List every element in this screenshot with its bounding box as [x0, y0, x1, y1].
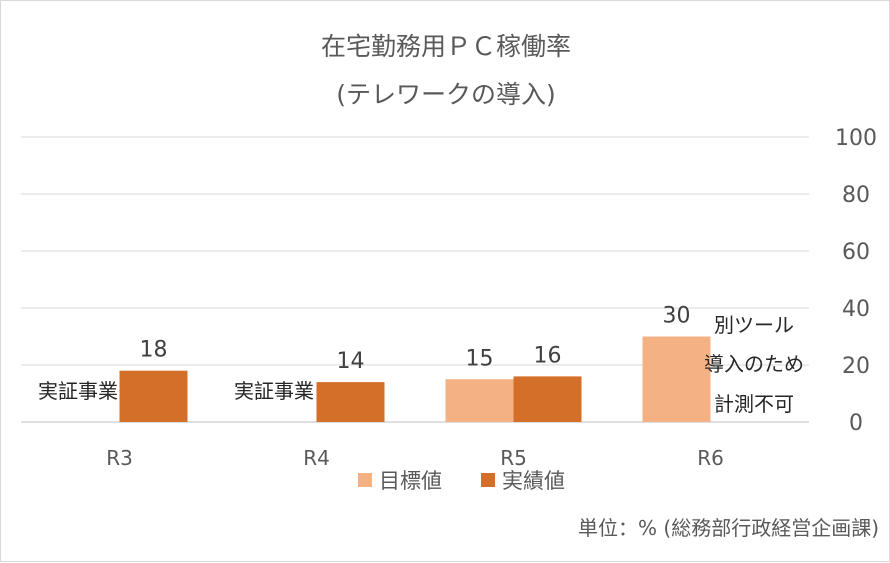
legend-swatch-actual — [481, 473, 495, 487]
annotation-r6-note-line-1: 別ツール — [714, 313, 794, 337]
bar-actual — [513, 376, 582, 422]
legend-label-target: 目標値 — [379, 469, 442, 493]
y-tick-label: 100 — [835, 126, 877, 151]
y-tick-label: 40 — [842, 297, 870, 322]
bar-target — [642, 336, 711, 422]
x-category-label: R6 — [697, 446, 724, 470]
chart-title: 在宅勤務用ＰＣ稼働率 — [321, 32, 571, 61]
legend-label-actual: 実績値 — [502, 469, 565, 493]
x-category-label: R3 — [106, 446, 133, 470]
bar-target — [445, 379, 514, 422]
data-label: 16 — [534, 343, 562, 368]
bar-actual — [316, 382, 385, 422]
y-tick-label: 0 — [849, 411, 863, 436]
bar-actual — [119, 370, 188, 422]
annotation-r4-note: 実証事業 — [234, 379, 314, 403]
y-tick-label: 20 — [842, 354, 870, 379]
data-label: 18 — [140, 338, 168, 363]
data-labels: 18 14 15 16 30 — [140, 304, 691, 375]
x-category-label: R4 — [303, 446, 330, 470]
x-category-label: R5 — [500, 446, 527, 470]
legend-swatch-target — [358, 473, 372, 487]
annotation-r6-note-line-2: 導入のため — [704, 352, 804, 376]
category-labels: R3 R4 R5 R6 — [106, 446, 724, 470]
y-tick-label: 80 — [842, 183, 870, 208]
chart-subtitle: (テレワークの導入) — [336, 80, 556, 109]
annotation-r3-note: 実証事業 — [38, 379, 118, 403]
data-label: 14 — [337, 349, 365, 374]
unit-note: 単位：% (総務部行政経営企画課) — [578, 516, 879, 540]
legend: 目標値 実績値 — [358, 469, 565, 493]
bars — [119, 336, 711, 422]
y-tick-label: 60 — [842, 240, 870, 265]
data-label: 15 — [466, 346, 494, 371]
annotation-r6-note-line-3: 計測不可 — [714, 392, 794, 416]
data-label: 30 — [663, 304, 691, 329]
y-axis-ticks: 0 20 40 60 80 100 — [835, 126, 877, 436]
